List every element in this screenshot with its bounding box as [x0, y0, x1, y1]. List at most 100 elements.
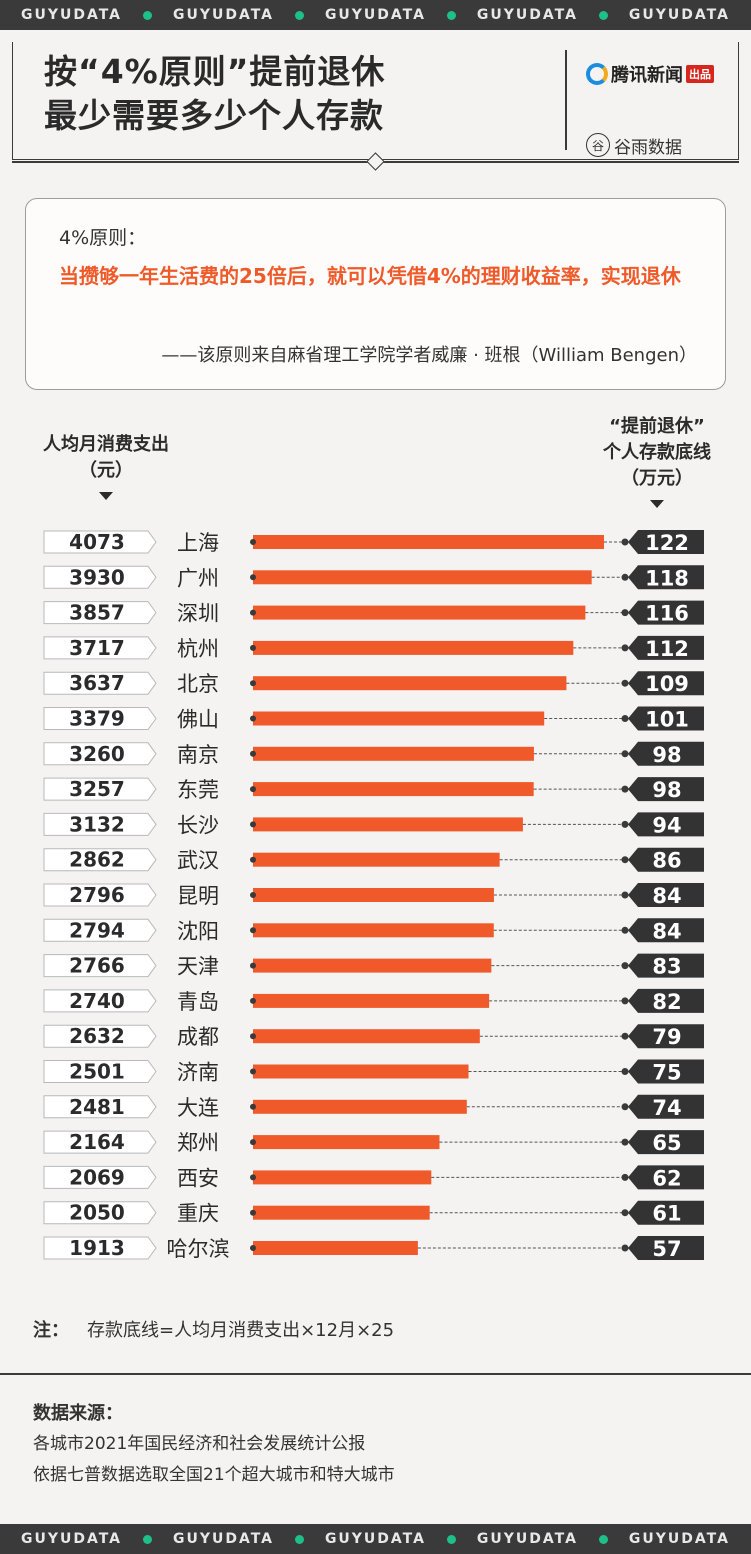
spending-label-box: [43, 883, 157, 907]
leader-end-dot: [621, 785, 629, 793]
spending-label-box: [43, 1095, 157, 1119]
quote-label: 4%原则：: [59, 227, 147, 249]
city-label: 大连: [177, 1096, 219, 1120]
right-header-line-3: （万元）: [621, 468, 693, 489]
spending-label-box: [43, 848, 157, 872]
savings-tag: [628, 530, 704, 554]
savings-value-label: 57: [652, 1237, 681, 1261]
savings-value-label: 84: [652, 919, 681, 943]
bar: [253, 817, 523, 832]
savings-value-label: 98: [652, 743, 681, 767]
savings-tag: [628, 706, 704, 731]
spending-label-box: [43, 989, 157, 1013]
spending-value-label: 3637: [69, 671, 125, 695]
spending-label-box: [43, 565, 157, 589]
bar-start-dot: [250, 1209, 256, 1216]
bar-start-dot: [250, 892, 256, 898]
city-label: 沈阳: [177, 919, 219, 943]
spending-label-box: [43, 777, 157, 801]
savings-tag: [628, 812, 704, 837]
quote-box: 4%原则： 当攒够一年生活费的25倍后，就可以凭借4%的理财收益率，实现退休 —…: [25, 198, 726, 390]
spending-value-label: 3717: [69, 636, 125, 660]
bar: [253, 1099, 467, 1114]
bar: [253, 923, 494, 938]
spending-label-box: [43, 918, 157, 942]
spending-label-box: [43, 601, 157, 625]
header: 按“4%原则”提前退休 最少需要多少个人存款 腾讯新闻 出品 谷 谷雨数据: [0, 30, 751, 160]
spending-value-label: 2796: [69, 883, 125, 907]
bar: [253, 1029, 480, 1044]
source-line-2: 依据七普数据选取全国21个超大城市和特大城市: [33, 1465, 395, 1485]
savings-value-label: 61: [652, 1202, 681, 1226]
savings-tag: [628, 1200, 704, 1225]
bar-start-dot: [250, 962, 256, 969]
bar: [253, 1205, 430, 1220]
savings-tag: [628, 671, 704, 696]
triangle-down-icon: [650, 500, 664, 508]
leader-end-dot: [621, 1244, 629, 1252]
tencent-news-logo: 腾讯新闻 出品: [586, 60, 714, 88]
spending-label-box: [43, 1060, 157, 1083]
city-label: 深圳: [177, 602, 219, 626]
savings-value-label: 74: [652, 1096, 681, 1120]
spending-value-label: 2164: [69, 1130, 125, 1154]
savings-value-label: 98: [652, 778, 681, 802]
savings-tag: [628, 1130, 704, 1155]
bar: [253, 958, 492, 973]
spending-label-box: [43, 1024, 157, 1048]
leader-end-dot: [621, 1068, 629, 1075]
spending-label-box: [43, 671, 157, 695]
leader-end-dot: [621, 962, 629, 970]
spending-label-box: [43, 636, 157, 660]
leader-end-dot: [621, 1173, 629, 1181]
left-column-header: 人均月消费支出 （元）: [26, 432, 186, 500]
leader-end-dot: [621, 750, 629, 758]
brand-text: GUYUDATA: [628, 1531, 730, 1547]
savings-value-label: 109: [645, 672, 689, 696]
savings-value-label: 83: [652, 955, 681, 979]
spending-value-label: 2766: [69, 954, 125, 978]
bar-start-dot: [250, 1103, 256, 1110]
bar-start-dot: [250, 786, 256, 793]
city-label: 成都: [177, 1025, 219, 1049]
dot-icon: [294, 10, 304, 20]
bar-start-dot: [250, 997, 256, 1004]
city-label: 广州: [177, 566, 219, 590]
spending-label-box: [43, 954, 157, 978]
spending-value-label: 3857: [69, 601, 125, 625]
leader-end-dot: [621, 538, 629, 546]
quote-text: 当攒够一年生活费的25倍后，就可以凭借4%的理财收益率，实现退休: [59, 264, 681, 288]
logo1-text: 腾讯新闻: [611, 65, 683, 86]
spending-value-label: 3257: [69, 777, 125, 801]
savings-tag: [628, 1059, 704, 1084]
savings-value-label: 62: [652, 1166, 681, 1190]
savings-value-label: 116: [645, 602, 689, 626]
bar-start-dot: [250, 1174, 256, 1181]
city-label: 哈尔滨: [167, 1237, 230, 1261]
city-label: 青岛: [177, 990, 219, 1014]
leader-end-dot: [621, 1209, 629, 1217]
leader-end-dot: [621, 1103, 629, 1111]
city-label: 长沙: [177, 813, 219, 837]
dot-icon: [446, 1534, 456, 1544]
leader-end-dot: [621, 926, 629, 934]
source-line-1: 各城市2021年国民经济和社会发展统计公报: [33, 1434, 366, 1454]
bar: [253, 746, 534, 761]
logo2-text: 谷雨数据: [614, 137, 682, 158]
spending-value-label: 3379: [69, 707, 125, 731]
dot-icon: [598, 10, 608, 20]
note-label: 注：: [33, 1320, 69, 1341]
savings-value-label: 101: [645, 708, 689, 732]
spending-value-label: 3260: [69, 742, 125, 766]
city-label: 佛山: [177, 708, 219, 732]
spending-value-label: 2069: [69, 1165, 125, 1189]
brand-text: GUYUDATA: [324, 7, 426, 23]
savings-tag: [628, 635, 704, 660]
leader-end-dot: [621, 644, 629, 652]
bar: [253, 852, 500, 867]
footer-divider: [0, 1373, 751, 1375]
left-header-line-1: 人均月消费支出: [43, 434, 169, 455]
leader-end-dot: [621, 715, 629, 722]
bar-start-dot: [250, 1033, 256, 1040]
footnote: 注： 存款底线=人均月消费支出×12月×25: [33, 1316, 394, 1342]
